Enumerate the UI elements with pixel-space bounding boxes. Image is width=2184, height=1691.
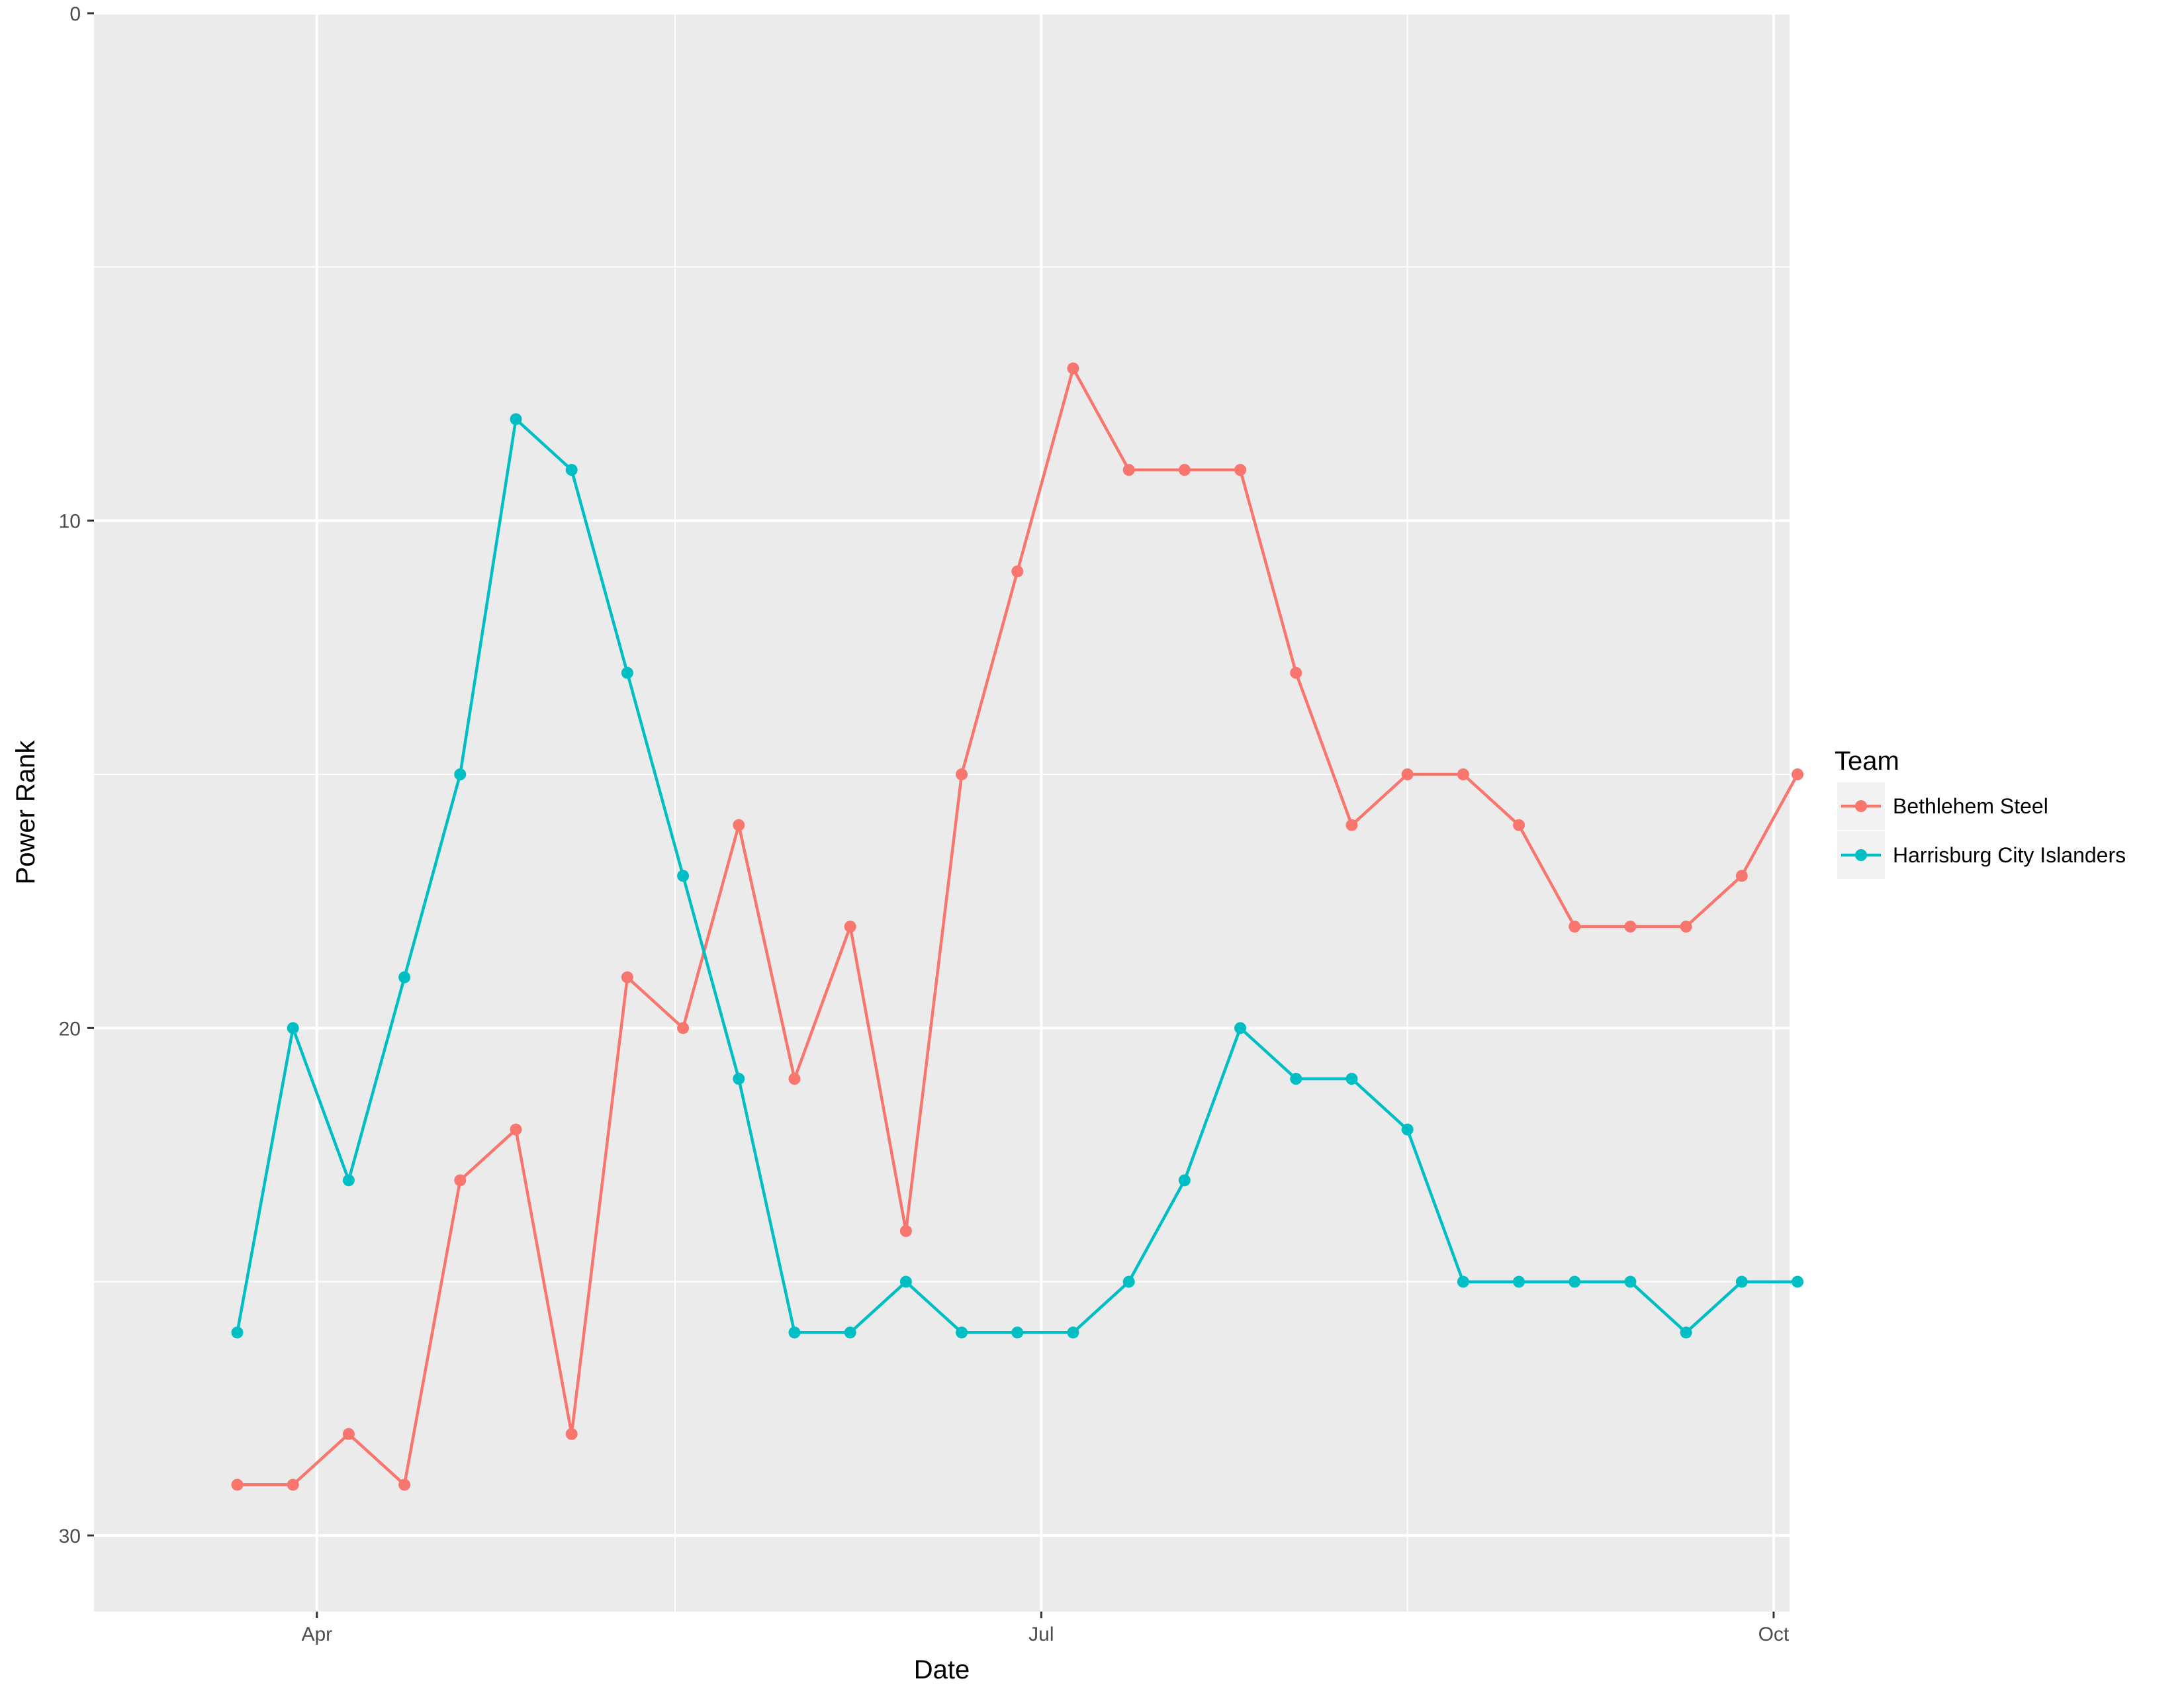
plot-panel [94, 13, 1790, 1612]
data-point-bethlehem-steel [1122, 464, 1135, 476]
data-point-harrisburg-city-islanders [1067, 1326, 1079, 1339]
legend-title: Team [1835, 747, 1899, 776]
legend-label-harrisburg-city-islanders: Harrisburg City Islanders [1893, 843, 2126, 867]
data-point-bethlehem-steel [454, 1174, 467, 1187]
data-point-bethlehem-steel [1178, 464, 1191, 476]
data-point-bethlehem-steel [788, 1073, 801, 1085]
data-point-harrisburg-city-islanders [956, 1326, 968, 1339]
data-point-harrisburg-city-islanders [231, 1326, 244, 1339]
data-point-harrisburg-city-islanders [510, 413, 522, 426]
data-point-bethlehem-steel [899, 1225, 912, 1237]
data-point-harrisburg-city-islanders [621, 666, 633, 679]
data-point-harrisburg-city-islanders [1624, 1275, 1637, 1288]
data-point-bethlehem-steel [1792, 768, 1804, 780]
y-tick-label: 20 [59, 1018, 81, 1040]
data-point-bethlehem-steel [1457, 768, 1469, 780]
series-points [231, 362, 1804, 1491]
data-point-bethlehem-steel [1680, 921, 1692, 933]
data-point-harrisburg-city-islanders [1735, 1275, 1748, 1288]
data-point-bethlehem-steel [342, 1428, 355, 1440]
data-point-bethlehem-steel [565, 1428, 578, 1440]
data-point-bethlehem-steel [1401, 768, 1414, 780]
legend: Team Bethlehem Steel Harrisburg City Isla… [1835, 747, 2126, 879]
data-point-bethlehem-steel [398, 1479, 411, 1491]
data-point-harrisburg-city-islanders [1011, 1326, 1024, 1339]
data-point-bethlehem-steel [1290, 666, 1302, 679]
y-tick-label: 30 [59, 1526, 81, 1547]
data-point-bethlehem-steel [733, 819, 745, 831]
data-point-bethlehem-steel [1513, 819, 1525, 831]
data-point-harrisburg-city-islanders [1569, 1275, 1581, 1288]
x-axis-title: Date [914, 1655, 970, 1684]
legend-key-point-harrisburg-city-islanders [1855, 849, 1867, 861]
data-point-harrisburg-city-islanders [899, 1275, 912, 1288]
data-point-harrisburg-city-islanders [287, 1022, 299, 1034]
data-point-harrisburg-city-islanders [844, 1326, 856, 1339]
data-point-harrisburg-city-islanders [454, 768, 467, 780]
legend-items: Bethlehem Steel Harrisburg City Islanders [1837, 782, 2126, 879]
y-axis-title: Power Rank [11, 740, 40, 885]
y-axis: 0 10 20 30 [59, 3, 94, 1547]
x-tick-label: Jul [1028, 1623, 1054, 1645]
data-point-bethlehem-steel [1569, 921, 1581, 933]
y-tick-label: 10 [59, 511, 81, 533]
data-point-harrisburg-city-islanders [733, 1073, 745, 1085]
data-point-bethlehem-steel [1345, 819, 1358, 831]
data-point-harrisburg-city-islanders [1513, 1275, 1525, 1288]
data-point-bethlehem-steel [231, 1479, 244, 1491]
data-point-harrisburg-city-islanders [1792, 1275, 1804, 1288]
legend-key-point-bethlehem-steel [1855, 800, 1867, 812]
data-point-bethlehem-steel [621, 971, 633, 983]
data-point-bethlehem-steel [1735, 870, 1748, 882]
grid-major [94, 12, 1790, 1612]
data-point-bethlehem-steel [956, 768, 968, 780]
data-point-bethlehem-steel [1624, 921, 1637, 933]
data-point-bethlehem-steel [1234, 464, 1247, 476]
data-point-harrisburg-city-islanders [565, 464, 578, 476]
data-point-bethlehem-steel [677, 1022, 690, 1034]
data-point-harrisburg-city-islanders [677, 870, 690, 882]
data-point-harrisburg-city-islanders [1680, 1326, 1692, 1339]
data-point-harrisburg-city-islanders [1178, 1174, 1191, 1187]
x-tick-label: Oct [1758, 1623, 1790, 1645]
x-axis: Apr Jul Oct [301, 1612, 1790, 1645]
data-point-bethlehem-steel [287, 1479, 299, 1491]
data-point-harrisburg-city-islanders [788, 1326, 801, 1339]
data-point-bethlehem-steel [844, 921, 856, 933]
data-point-harrisburg-city-islanders [1234, 1022, 1247, 1034]
data-point-bethlehem-steel [1011, 565, 1024, 578]
data-point-harrisburg-city-islanders [1122, 1275, 1135, 1288]
y-tick-label: 0 [69, 3, 81, 25]
legend-label-bethlehem-steel: Bethlehem Steel [1893, 794, 2048, 818]
data-point-harrisburg-city-islanders [1401, 1123, 1414, 1136]
data-point-bethlehem-steel [1067, 362, 1079, 375]
data-point-harrisburg-city-islanders [1345, 1073, 1358, 1085]
data-point-harrisburg-city-islanders [1457, 1275, 1469, 1288]
data-point-bethlehem-steel [510, 1123, 522, 1136]
data-point-harrisburg-city-islanders [1290, 1073, 1302, 1085]
x-tick-label: Apr [301, 1623, 332, 1645]
data-point-harrisburg-city-islanders [342, 1174, 355, 1187]
data-point-harrisburg-city-islanders [398, 971, 411, 983]
